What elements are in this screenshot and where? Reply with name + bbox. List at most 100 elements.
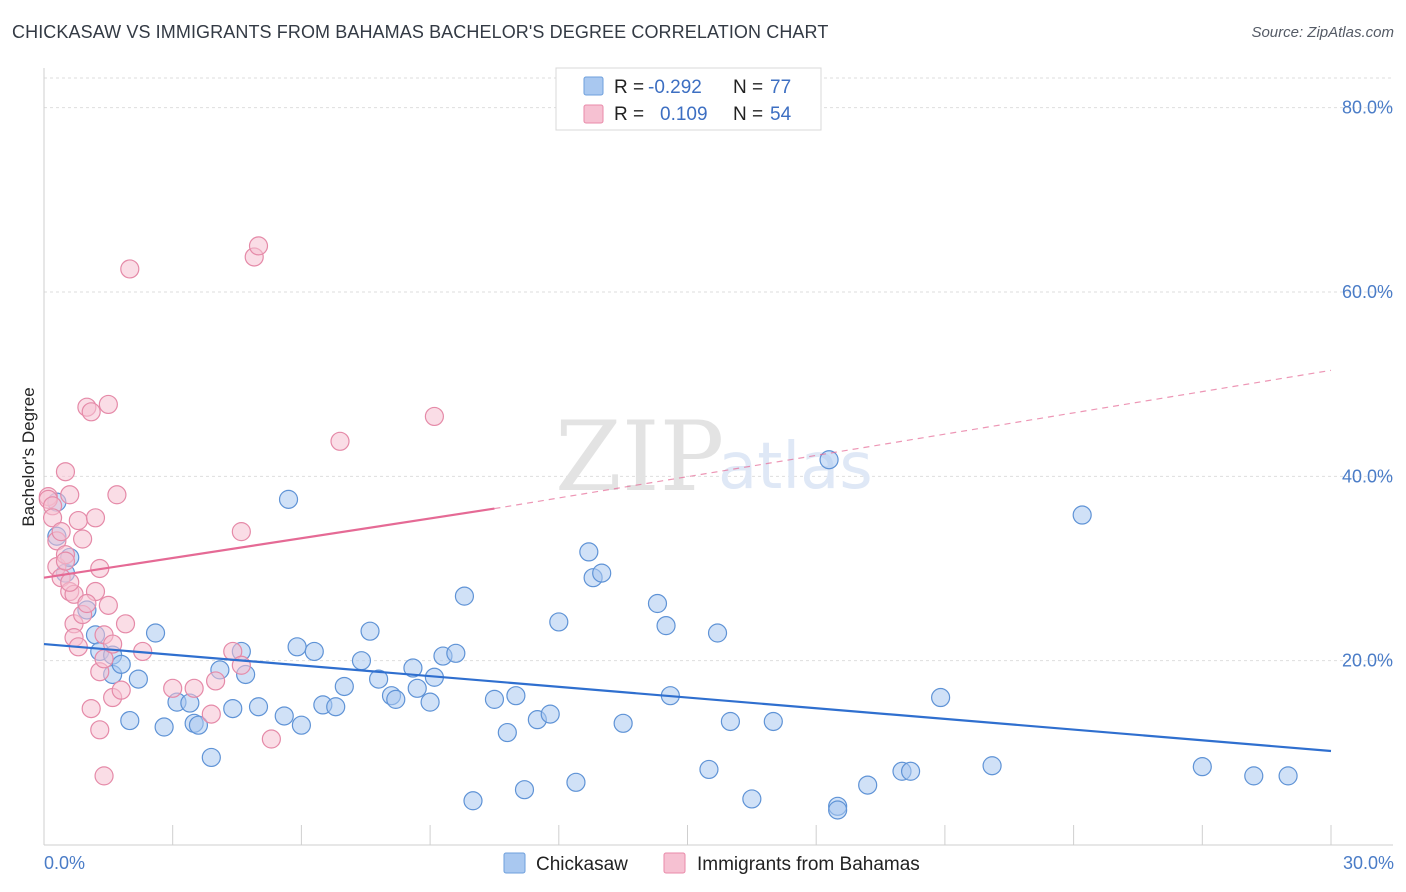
data-point xyxy=(420,692,440,712)
data-point xyxy=(201,704,221,724)
data-point xyxy=(163,678,183,698)
trend-line-extension-bahamas xyxy=(494,369,1332,510)
data-point xyxy=(720,711,741,732)
data-point xyxy=(1192,757,1212,777)
bottom-legend: Chickasaw Immigrants from Bahamas xyxy=(503,852,920,875)
data-point xyxy=(81,698,101,719)
y-tick-label: 60.0% xyxy=(1342,282,1393,302)
data-point xyxy=(931,687,951,708)
series-bahamas xyxy=(38,236,444,786)
data-point xyxy=(68,510,88,531)
data-point xyxy=(446,643,466,663)
bottom-legend-swatch-bahamas xyxy=(663,852,686,874)
data-point xyxy=(334,676,354,697)
source-label: Source: ZipAtlas.com xyxy=(1251,24,1394,41)
x-tick-label-max: 30.0% xyxy=(1343,853,1394,873)
data-point xyxy=(828,800,848,820)
data-point xyxy=(77,593,97,614)
data-point xyxy=(566,772,586,792)
data-point xyxy=(592,563,612,583)
legend-r-label-chickasaw: R = xyxy=(614,77,644,98)
data-point xyxy=(145,623,166,643)
bottom-legend-swatch-chickasaw xyxy=(503,852,526,874)
data-point xyxy=(463,791,483,811)
data-point xyxy=(120,710,140,731)
data-point xyxy=(330,431,350,451)
data-point xyxy=(656,616,676,636)
data-point xyxy=(248,697,269,717)
data-point xyxy=(819,450,839,470)
legend-r-value-bahamas: 0.109 xyxy=(660,104,708,125)
data-point xyxy=(60,572,80,592)
data-point xyxy=(55,551,76,571)
data-point xyxy=(81,402,101,422)
data-point xyxy=(278,489,299,509)
data-point xyxy=(42,508,63,528)
legend-n-label-chickasaw: N = xyxy=(733,77,763,98)
data-point xyxy=(369,669,389,689)
y-tick-label: 80.0% xyxy=(1342,98,1393,118)
data-point xyxy=(647,593,668,614)
data-point xyxy=(484,689,505,709)
data-point xyxy=(506,686,526,706)
data-point xyxy=(742,789,762,809)
data-point xyxy=(540,704,560,724)
data-point xyxy=(188,715,209,735)
data-point xyxy=(1278,766,1298,786)
data-point xyxy=(94,766,114,786)
data-point xyxy=(497,722,517,743)
data-point xyxy=(858,775,878,795)
data-point xyxy=(613,713,633,733)
watermark-atlas: atlas xyxy=(718,430,873,504)
data-point xyxy=(248,236,269,256)
legend-swatch-bahamas xyxy=(583,104,604,124)
data-point xyxy=(326,697,346,717)
legend-n-value-chickasaw: 77 xyxy=(770,77,791,98)
data-points xyxy=(38,236,1298,820)
data-point xyxy=(351,651,372,671)
axes xyxy=(43,68,1393,846)
x-tick-label-min: 0.0% xyxy=(44,853,85,873)
data-point xyxy=(261,729,281,749)
legend-r-label-bahamas: R = xyxy=(614,104,644,125)
y-tick-label: 20.0% xyxy=(1342,651,1393,671)
data-point xyxy=(231,522,251,542)
data-point xyxy=(223,698,243,719)
legend-swatch-chickasaw xyxy=(583,76,604,96)
data-point xyxy=(1244,766,1264,786)
data-point xyxy=(403,658,423,678)
x-tick-labels: 0.0% 30.0% xyxy=(44,853,1394,873)
data-point xyxy=(900,761,921,781)
grid-lines xyxy=(44,77,1393,662)
trend-lines xyxy=(43,369,1332,753)
bottom-legend-label-bahamas: Immigrants from Bahamas xyxy=(697,854,920,875)
legend-n-label-bahamas: N = xyxy=(733,104,763,125)
data-point xyxy=(184,678,204,698)
data-point xyxy=(982,756,1002,776)
data-point xyxy=(120,259,140,279)
data-point xyxy=(111,654,131,674)
data-point xyxy=(424,406,444,427)
chart-title: CHICKASAW VS IMMIGRANTS FROM BAHAMAS BAC… xyxy=(12,22,829,42)
data-point xyxy=(55,462,76,482)
data-point xyxy=(291,715,311,735)
legend-r-value-chickasaw: -0.292 xyxy=(648,77,702,98)
data-point xyxy=(51,522,71,542)
data-point xyxy=(111,680,131,700)
data-point xyxy=(60,485,80,505)
data-point xyxy=(579,542,599,562)
legend: R = -0.292 N = 77 R = 0.109 N = 54 xyxy=(555,67,822,131)
y-tick-label: 40.0% xyxy=(1342,466,1393,486)
data-point xyxy=(549,612,569,632)
data-point xyxy=(287,637,307,657)
data-point xyxy=(201,747,221,768)
data-point xyxy=(1072,505,1092,525)
data-point xyxy=(514,780,535,800)
data-point xyxy=(763,711,783,732)
data-point xyxy=(274,706,294,726)
bottom-legend-label-chickasaw: Chickasaw xyxy=(536,854,628,875)
data-point xyxy=(707,623,728,643)
data-point xyxy=(454,586,475,606)
data-point xyxy=(85,508,106,528)
